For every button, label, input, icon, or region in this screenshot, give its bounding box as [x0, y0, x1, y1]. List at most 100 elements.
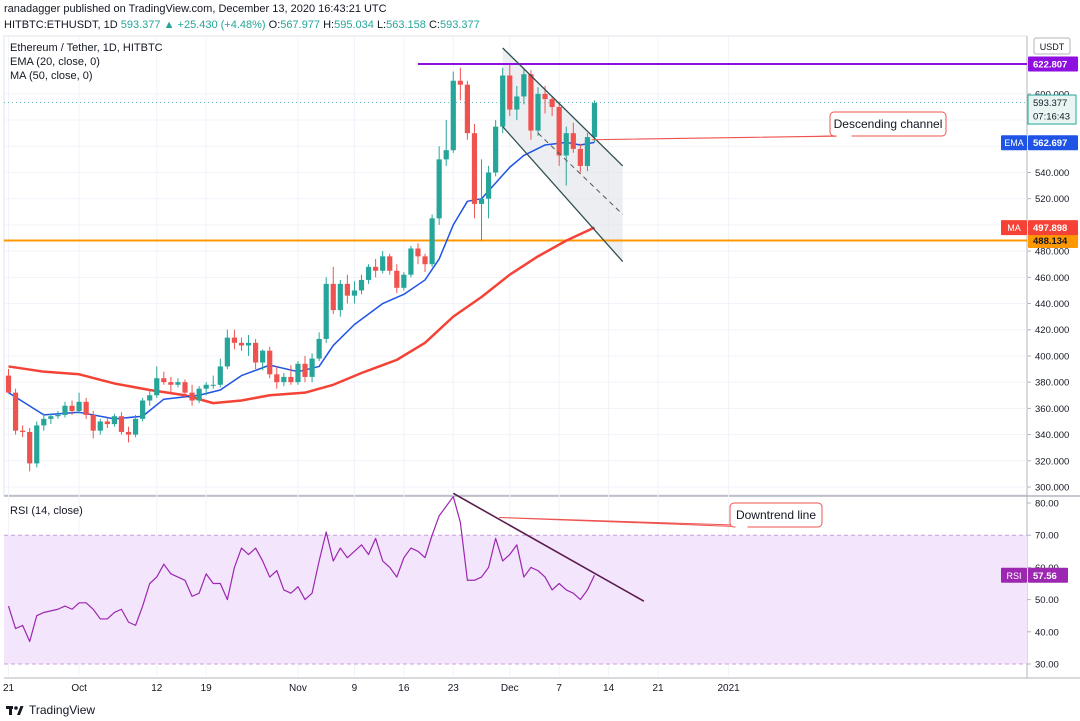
- change-value: ▲ +25.430 (+4.48%): [163, 19, 266, 31]
- tradingview-brand: TradingView: [29, 703, 96, 717]
- candle-down: [83, 401, 89, 415]
- candle-down: [507, 75, 513, 110]
- candle-up: [358, 279, 365, 291]
- resistance-tag-label: 622.807: [1033, 59, 1067, 70]
- rsi-side-tag-bg: [1001, 567, 1027, 583]
- ema-tag-bg: [1028, 135, 1078, 151]
- ma-side-tag-label: MA: [1007, 223, 1021, 233]
- candle-down: [125, 431, 132, 435]
- candle-down: [267, 350, 273, 375]
- candle-up: [217, 366, 223, 385]
- channel-lower-line: [502, 126, 624, 263]
- channel-mid-line: [537, 132, 624, 215]
- symbol-label: HITBTC:ETHUSDT, 1D: [4, 19, 118, 31]
- candle-down: [542, 93, 548, 100]
- chart-canvas[interactable]: Descending channel Downtrend line 300.000…: [0, 0, 1080, 700]
- candle-down: [189, 392, 195, 401]
- candle-down: [415, 248, 421, 257]
- candle-up: [365, 266, 372, 280]
- last-price-tag-time: 07:16:43: [1033, 112, 1070, 123]
- ema20-line: [8, 141, 595, 420]
- candle-down: [69, 405, 75, 411]
- channel-callout-gap: [836, 134, 852, 138]
- candle-up: [41, 418, 47, 426]
- ema-side-tag-label: EMA: [1004, 138, 1024, 148]
- candle-down: [20, 430, 26, 432]
- close-label: C:: [428, 19, 440, 31]
- rsi-line: [7, 495, 596, 643]
- candle-down: [549, 99, 555, 107]
- symbol-ohlc-line: HITBTC:ETHUSDT, 1D 593.377 ▲ +25.430 (+4…: [4, 19, 480, 31]
- y-tick-label: 320.000: [1035, 456, 1069, 467]
- candle-down: [344, 283, 350, 296]
- low-label: L:: [376, 19, 387, 31]
- candles: [5, 65, 598, 472]
- rsi-tick-label: 30.00: [1035, 660, 1059, 671]
- rsi-tick-label: 50.00: [1035, 595, 1059, 606]
- candle-up: [76, 401, 82, 411]
- candle-down: [373, 266, 379, 271]
- candle-down: [231, 337, 238, 343]
- candle-down: [274, 374, 280, 383]
- legend-ema: EMA (20, close, 0): [10, 56, 100, 68]
- candle-up: [55, 414, 61, 417]
- candle-up: [175, 382, 181, 385]
- candle-down: [288, 376, 294, 383]
- candle-up: [132, 418, 139, 435]
- legend-ma: MA (50, close, 0): [10, 70, 93, 82]
- candle-up: [154, 378, 160, 396]
- candle-up: [436, 159, 442, 219]
- candle-down: [182, 382, 188, 393]
- candle-up: [500, 75, 506, 127]
- last-price-tag-bg: [1027, 94, 1077, 125]
- channel-callout-pointer: [591, 135, 853, 141]
- currency-label: USDT: [1040, 42, 1065, 52]
- x-tick-label: Oct: [71, 683, 87, 694]
- candle-up: [140, 400, 146, 419]
- candle-up: [97, 421, 103, 431]
- y-tick-label: 420.000: [1035, 325, 1069, 336]
- rsi-band-fill: [4, 535, 1027, 664]
- ema-side-tag-bg: [1001, 135, 1027, 151]
- footer: TradingView: [6, 703, 95, 717]
- y-tick-label: 440.000: [1035, 299, 1069, 310]
- rsi-tag-bg: [1028, 567, 1068, 583]
- candle-down: [387, 256, 393, 271]
- candle-down: [12, 392, 19, 431]
- chart-header: ranadagger published on TradingView.com,…: [0, 0, 1080, 36]
- candle-up: [316, 338, 322, 359]
- candle-down: [464, 84, 470, 134]
- x-tick-label: 16: [398, 683, 410, 694]
- high-value: 595.034: [334, 19, 374, 31]
- ma-side-tag-bg: [1001, 220, 1027, 236]
- candle-up: [493, 126, 499, 173]
- x-tick-label: Dec: [501, 683, 519, 694]
- candle-up: [48, 416, 54, 419]
- downtrend-callout-box: [729, 502, 823, 528]
- candle-up: [34, 425, 40, 464]
- legend-labels: Ethereum / Tether, 1D, HITBTC EMA (20, c…: [10, 37, 1071, 517]
- candle-down: [577, 148, 583, 166]
- candle-down: [394, 270, 400, 288]
- y-tick-label: 480.000: [1035, 247, 1069, 258]
- rsi-tick-label: 80.00: [1035, 499, 1059, 510]
- candle-up: [111, 416, 117, 425]
- candle-down: [238, 342, 245, 346]
- y-tick-label: 520.000: [1035, 194, 1069, 205]
- ma50-line: [8, 226, 596, 405]
- x-tick-label: 14: [603, 683, 615, 694]
- candle-up: [591, 103, 598, 138]
- x-tick-label: 19: [201, 683, 213, 694]
- tradingview-logo-icon: [6, 706, 24, 715]
- x-tick-label: 7: [556, 683, 562, 694]
- candle-down: [168, 382, 174, 385]
- candle-up: [401, 274, 407, 288]
- candle-up: [485, 172, 492, 199]
- support-tag-label: 488.134: [1033, 236, 1068, 247]
- y-tick-label: 400.000: [1035, 351, 1069, 362]
- rsi-tag-label: 57.56: [1033, 571, 1057, 582]
- channel-upper-line: [502, 47, 624, 167]
- candle-down: [471, 133, 478, 204]
- last-price-value: 593.377: [120, 19, 161, 31]
- candle-down: [104, 421, 110, 425]
